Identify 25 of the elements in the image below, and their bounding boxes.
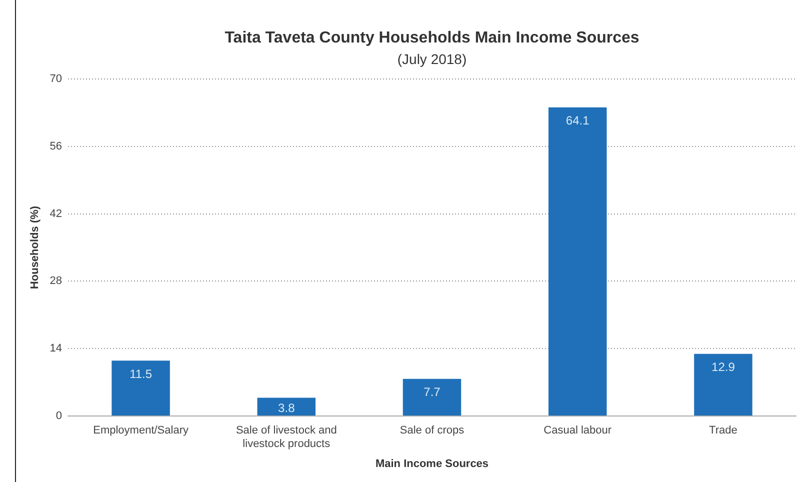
x-tick-label: Sale of livestock and livestock products [236,424,337,450]
y-axis-title: Households (%) [29,206,42,290]
y-tick-label: 56 [50,140,62,152]
y-tick-label: 28 [50,275,62,288]
data-label: 11.5 [130,366,152,381]
data-label: 12.9 [712,360,736,374]
data-label: 7.7 [424,385,441,400]
bar [112,360,170,416]
data-label: 3.8 [278,400,296,415]
bar [694,354,752,416]
x-tick-label: Sale of crops [400,424,465,437]
x-axis-title: Main Income Sources [375,458,489,470]
chart-title: Taita Taveta County Households Main Income Sources [224,29,640,46]
x-tick-label: Employment/Salary [93,424,189,437]
bar [402,378,462,416]
bar [257,398,316,416]
y-tick-label: 0 [56,410,62,422]
chart-subtitle: (July 2018) [397,50,467,67]
x-tick-label: Casual labour [544,424,612,437]
y-tick-label: 14 [50,342,62,355]
data-label: 64.1 [566,114,590,128]
y-tick-label: 42 [50,208,62,220]
bar [548,107,607,416]
x-tick-label: Trade [709,424,738,437]
y-tick-label: 70 [50,73,62,86]
